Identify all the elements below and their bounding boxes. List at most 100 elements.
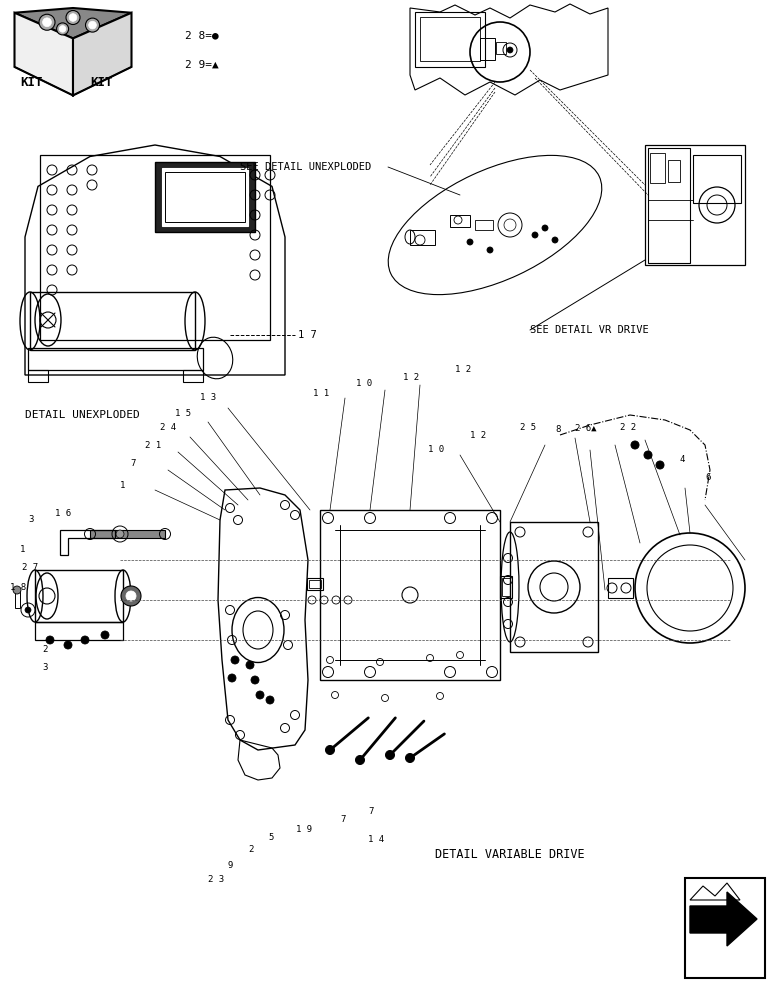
Bar: [496, 42, 506, 54]
Text: 3: 3: [28, 516, 33, 524]
Circle shape: [56, 23, 69, 35]
Circle shape: [256, 691, 264, 699]
Circle shape: [86, 18, 100, 32]
Circle shape: [101, 631, 109, 639]
Text: 1 0: 1 0: [428, 446, 444, 454]
Polygon shape: [15, 8, 131, 38]
Bar: [645, 145, 745, 265]
Text: 1 8: 1 8: [10, 584, 26, 592]
Bar: [475, 220, 493, 230]
Text: 5: 5: [268, 834, 273, 842]
Text: 1: 1: [120, 481, 125, 489]
Bar: [165, 172, 245, 222]
Text: 1 6: 1 6: [55, 508, 71, 518]
Text: 1 3: 1 3: [200, 393, 216, 402]
Bar: [685, 878, 765, 978]
Bar: [28, 348, 203, 370]
Polygon shape: [690, 892, 757, 946]
Bar: [155, 162, 255, 232]
Text: 1 5: 1 5: [175, 408, 191, 418]
Circle shape: [656, 461, 664, 469]
Text: 2 9=▲: 2 9=▲: [185, 60, 218, 70]
Text: 2 3: 2 3: [208, 876, 224, 884]
Circle shape: [266, 696, 274, 704]
Polygon shape: [15, 13, 73, 95]
Text: DETAIL VARIABLE DRIVE: DETAIL VARIABLE DRIVE: [435, 848, 584, 861]
Circle shape: [69, 14, 77, 21]
Text: 1 9: 1 9: [296, 826, 312, 834]
Circle shape: [81, 636, 89, 644]
Bar: [650, 153, 665, 183]
Circle shape: [487, 247, 493, 253]
Text: SEE DETAIL VR DRIVE: SEE DETAIL VR DRIVE: [530, 325, 648, 335]
Text: 1 0: 1 0: [356, 378, 372, 387]
Text: 2 4: 2 4: [160, 424, 176, 432]
Circle shape: [542, 225, 548, 231]
Text: 2 6▲: 2 6▲: [575, 424, 597, 432]
Text: SEE DETAIL UNEXPLODED: SEE DETAIL UNEXPLODED: [240, 162, 371, 172]
Text: 2 5: 2 5: [520, 424, 536, 432]
Text: 7: 7: [130, 458, 135, 468]
Circle shape: [385, 750, 394, 760]
Circle shape: [246, 661, 254, 669]
Bar: [608, 578, 633, 598]
Bar: [668, 160, 680, 182]
Circle shape: [116, 530, 124, 538]
Circle shape: [66, 10, 80, 24]
Bar: [183, 370, 203, 382]
Circle shape: [552, 237, 558, 243]
Circle shape: [644, 451, 652, 459]
Bar: [162, 168, 248, 226]
Text: 2 8=●: 2 8=●: [185, 30, 218, 40]
Circle shape: [89, 21, 96, 29]
Polygon shape: [73, 13, 131, 95]
Text: 2 2: 2 2: [620, 424, 636, 432]
Text: 1 2: 1 2: [403, 372, 419, 381]
Text: 7: 7: [368, 808, 374, 816]
Circle shape: [405, 754, 415, 762]
Circle shape: [126, 591, 136, 601]
Bar: [307, 578, 323, 590]
Bar: [35, 570, 123, 622]
Bar: [420, 17, 480, 61]
Circle shape: [121, 586, 141, 606]
Text: DETAIL UNEXPLODED: DETAIL UNEXPLODED: [25, 410, 140, 420]
Text: 1 1: 1 1: [313, 388, 329, 397]
Text: 2: 2: [42, 646, 47, 654]
Text: 2 7: 2 7: [22, 564, 38, 572]
Bar: [90, 530, 165, 538]
Circle shape: [59, 26, 66, 32]
Circle shape: [25, 607, 31, 613]
Bar: [410, 230, 435, 245]
Circle shape: [355, 756, 364, 764]
Circle shape: [42, 18, 52, 27]
Bar: [450, 215, 470, 227]
Text: KIT: KIT: [20, 76, 42, 89]
Bar: [40, 155, 270, 340]
Text: 8: 8: [555, 426, 560, 434]
Bar: [309, 580, 321, 588]
Text: 6: 6: [705, 474, 710, 483]
Bar: [15, 590, 20, 608]
Text: KIT: KIT: [90, 76, 113, 89]
Text: 1 7: 1 7: [298, 330, 317, 340]
Text: 1 2: 1 2: [455, 365, 471, 374]
Bar: [648, 148, 690, 263]
Bar: [35, 622, 123, 640]
Circle shape: [39, 14, 55, 30]
Bar: [30, 292, 195, 350]
Circle shape: [251, 676, 259, 684]
Bar: [510, 522, 598, 652]
Bar: [502, 578, 510, 596]
Text: 3: 3: [42, 664, 47, 672]
Circle shape: [13, 586, 21, 594]
Circle shape: [507, 47, 513, 53]
Text: 7: 7: [340, 816, 345, 824]
Bar: [500, 576, 512, 598]
Text: 1 2: 1 2: [470, 430, 486, 440]
Bar: [480, 38, 495, 60]
Text: 1 4: 1 4: [368, 836, 384, 844]
Text: 4: 4: [680, 456, 686, 464]
Bar: [693, 155, 741, 203]
Circle shape: [231, 656, 239, 664]
